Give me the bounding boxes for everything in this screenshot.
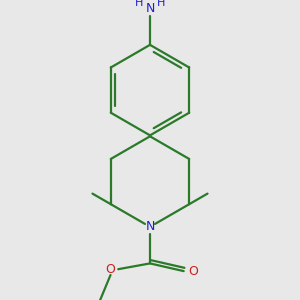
Text: N: N: [145, 220, 155, 233]
Text: O: O: [188, 265, 198, 278]
Text: H: H: [135, 0, 144, 8]
Text: O: O: [106, 263, 116, 276]
Text: H: H: [156, 0, 165, 8]
Text: N: N: [145, 2, 155, 15]
